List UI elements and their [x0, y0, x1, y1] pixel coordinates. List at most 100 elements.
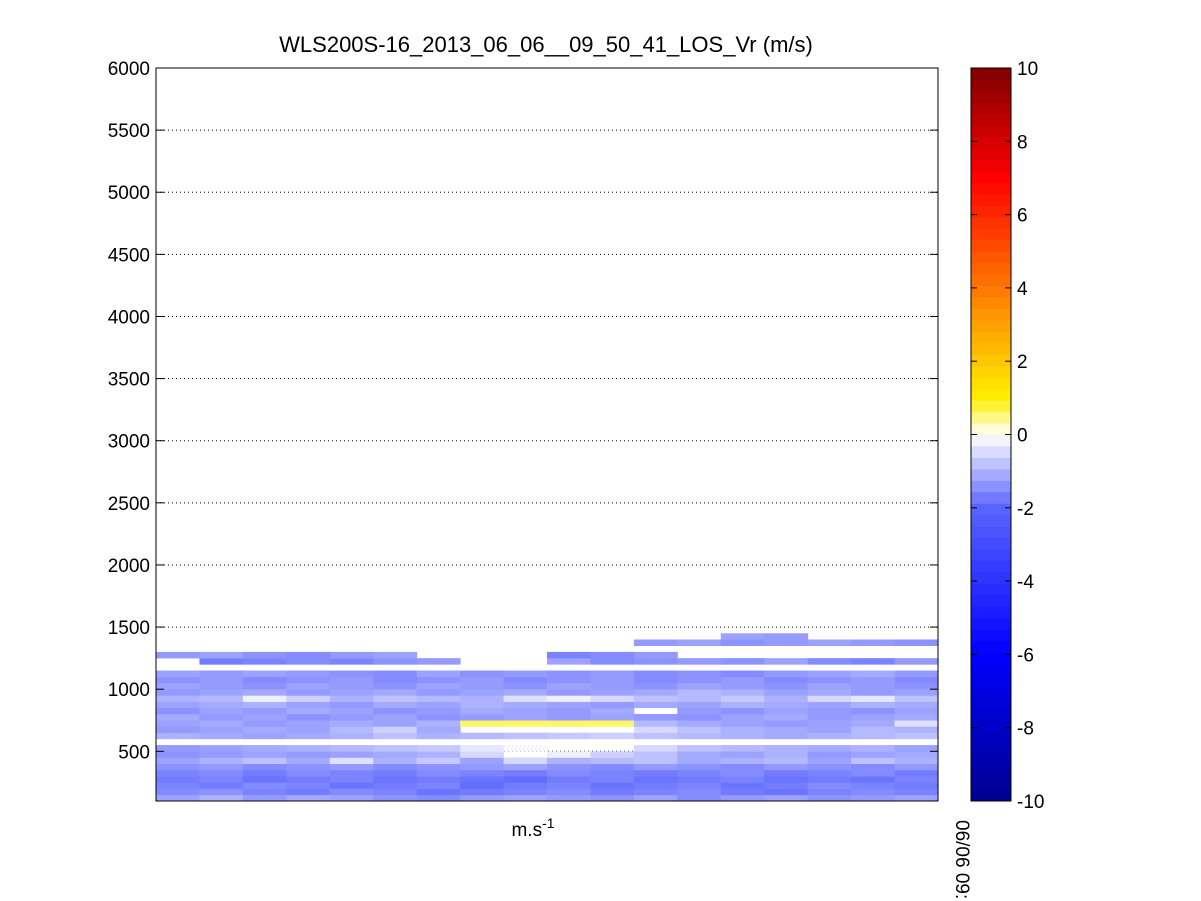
heatmap-cell — [894, 776, 939, 783]
heatmap-cell — [547, 763, 591, 771]
heatmap-cell — [677, 769, 722, 777]
heatmap-cell — [199, 763, 244, 771]
heatmap-cell — [199, 757, 244, 765]
heatmap-cell — [286, 714, 331, 721]
heatmap-cell — [286, 726, 331, 733]
heatmap-cell — [851, 720, 896, 727]
heatmap-cell — [199, 689, 244, 696]
heatmap-cell — [373, 763, 418, 771]
heatmap-cell — [242, 676, 287, 684]
x-axis-label: m.s-1 — [511, 815, 554, 841]
heatmap-cell — [156, 794, 200, 802]
y-tick-label: 4000 — [108, 307, 150, 328]
heatmap-cell — [242, 695, 287, 702]
heatmap-cell — [590, 651, 635, 659]
colorbar-band — [971, 228, 1011, 241]
heatmap-cell — [199, 701, 244, 709]
heatmap-cell — [720, 676, 765, 684]
heatmap-cell — [156, 701, 200, 709]
heatmap-cell — [503, 776, 548, 783]
y-tick-label: 1500 — [108, 618, 150, 639]
heatmap-cell — [373, 689, 418, 696]
heatmap-cell — [460, 670, 505, 678]
colorbar-band — [971, 136, 1011, 149]
heatmap-cell — [764, 745, 809, 752]
heatmap-cell — [720, 639, 765, 646]
heatmap-cell — [329, 745, 374, 752]
heatmap-cell — [590, 707, 635, 715]
heatmap-cell — [547, 651, 591, 659]
heatmap-cell — [807, 714, 852, 721]
colorbar-band — [971, 193, 1011, 206]
heatmap-cell — [156, 720, 200, 727]
heatmap-cell — [199, 658, 244, 665]
heatmap-cell — [590, 788, 635, 796]
y-tick-label: 6000 — [108, 59, 150, 80]
heatmap-cell — [764, 707, 809, 715]
heatmap-cell — [242, 776, 287, 783]
time-label: 06/06 09: — [951, 820, 972, 899]
heatmap-cell — [503, 720, 548, 727]
heatmap-cell — [329, 720, 374, 727]
colorbar-band — [971, 675, 1011, 687]
heatmap-cell — [720, 726, 765, 733]
heatmap-cell — [894, 745, 939, 752]
heatmap-cell — [242, 689, 287, 696]
heatmap-cell — [547, 658, 591, 665]
colorbar-band — [971, 560, 1011, 573]
heatmap-cell — [329, 682, 374, 690]
heatmap-cell — [764, 682, 809, 690]
heatmap-cell — [416, 726, 461, 733]
heatmap-cell — [460, 676, 505, 684]
colorbar-band — [971, 297, 1011, 310]
heatmap-cell — [242, 794, 287, 802]
heatmap-cell — [720, 695, 765, 702]
colorbar-tick-label: 2 — [1017, 352, 1028, 373]
colorbar-band — [971, 354, 1011, 367]
heatmap-cell — [547, 757, 591, 765]
colorbar-band — [971, 79, 1011, 92]
colorbar-tick-label: 6 — [1017, 206, 1028, 227]
heatmap-cell — [329, 676, 374, 684]
heatmap-cell — [894, 751, 939, 758]
heatmap-cell — [329, 714, 374, 721]
heatmap-cell — [894, 689, 939, 696]
heatmap-cell — [547, 769, 591, 777]
heatmap-cell — [764, 695, 809, 702]
heatmap-cell — [460, 732, 505, 740]
heatmap-cell — [720, 782, 765, 789]
heatmap-cell — [851, 788, 896, 796]
colorbar-tick-label: -8 — [1017, 719, 1034, 740]
heatmap-cell — [503, 794, 548, 802]
heatmap-cell — [460, 782, 505, 789]
heatmap-cell — [720, 689, 765, 696]
colorbar-band — [971, 583, 1011, 596]
heatmap-cell — [590, 701, 635, 709]
heatmap-cell — [720, 751, 765, 758]
heatmap-cell — [416, 782, 461, 789]
heatmap-cell — [677, 689, 722, 696]
heatmap-cell — [242, 745, 287, 752]
colorbar-band — [971, 377, 1011, 390]
heatmap-cell — [199, 682, 244, 690]
heatmap-cell — [764, 757, 809, 765]
heatmap-cell — [460, 776, 505, 783]
heatmap-cell — [547, 695, 591, 702]
heatmap-cell — [677, 676, 722, 684]
heatmap-cell — [156, 651, 200, 659]
heatmap-cells — [156, 633, 939, 802]
heatmap-cell — [547, 707, 591, 715]
heatmap-cell — [807, 732, 852, 740]
heatmap-cell — [286, 757, 331, 765]
heatmap-cell — [677, 701, 722, 709]
heatmap-cell — [633, 763, 678, 771]
colorbar-band — [971, 388, 1011, 401]
heatmap-cell — [633, 757, 678, 765]
heatmap-cell — [242, 714, 287, 721]
heatmap-cell — [547, 732, 591, 740]
heatmap-cell — [633, 782, 678, 789]
heatmap-cell — [590, 670, 635, 678]
colorbar-band — [971, 503, 1011, 516]
heatmap-cell — [807, 670, 852, 678]
colorbar-band — [971, 629, 1011, 642]
